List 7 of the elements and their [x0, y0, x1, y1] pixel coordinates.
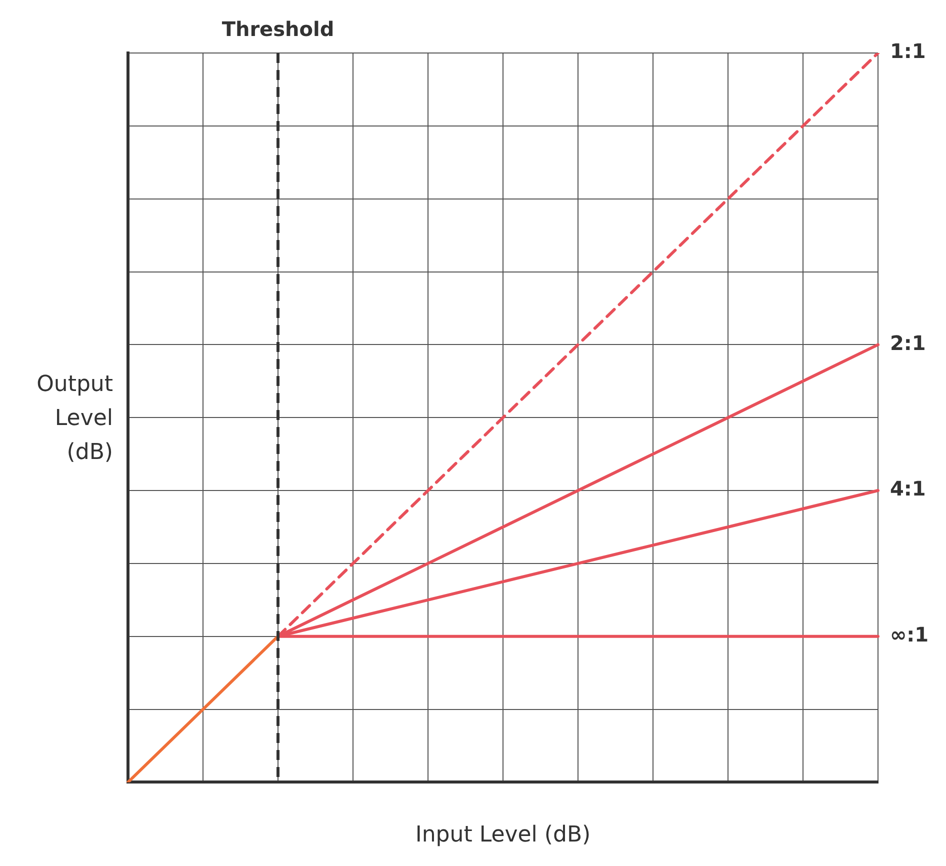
text: Threshold	[222, 17, 334, 42]
series-label: ∞:1	[890, 622, 929, 647]
series-label: 2:1	[890, 330, 926, 355]
series-label: 1:1	[890, 39, 926, 64]
y-axis-title: Output Level (dB)	[36, 371, 113, 467]
series-label: 4:1	[890, 476, 926, 501]
x-axis-title: Input Level (dB)	[415, 822, 591, 848]
